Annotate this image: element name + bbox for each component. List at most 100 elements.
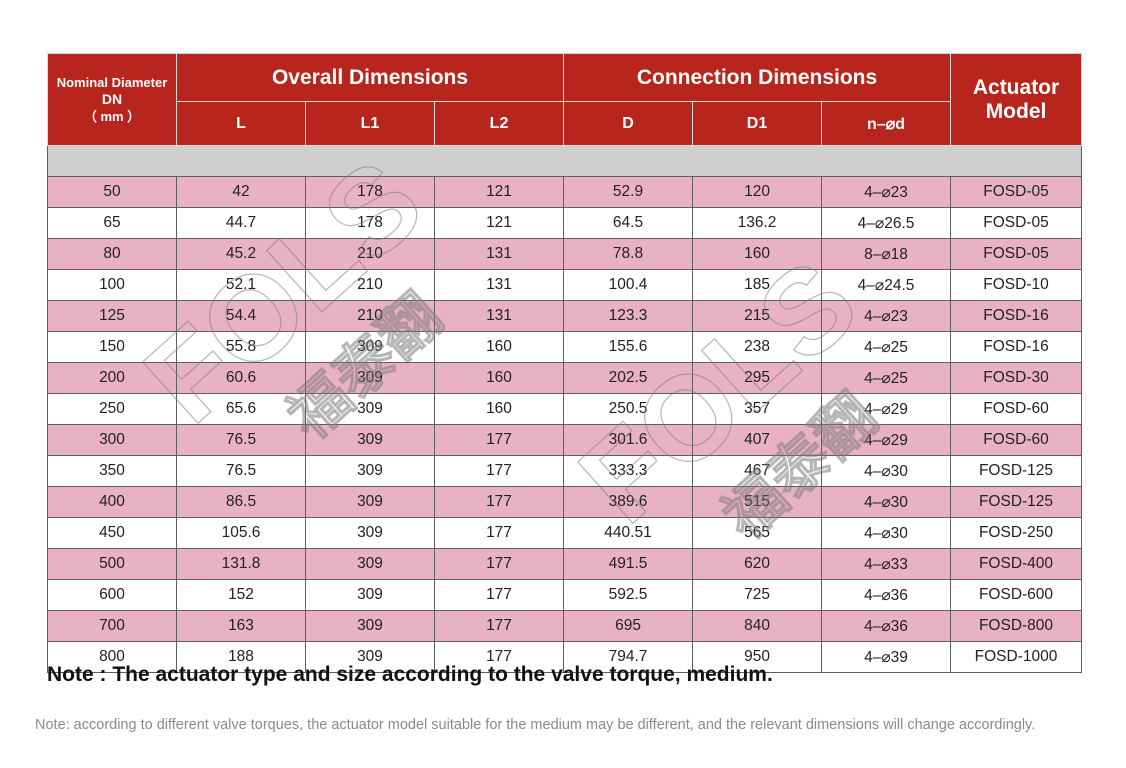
cell-d1: 407: [692, 424, 823, 456]
cell-d: 64.5: [563, 207, 694, 239]
table-row: 800 188 309 177 794.7 950 4–⌀39 FOSD-1000: [47, 641, 1083, 673]
cell-d: 202.5: [563, 362, 694, 394]
cell-l1: 309: [305, 486, 435, 518]
cell-n-d: 4–⌀24.5: [821, 269, 952, 301]
cell-dn: 500: [47, 548, 177, 580]
cell-dn: 700: [47, 610, 177, 642]
cell-l1: 309: [305, 424, 435, 456]
table-row: 65 44.7 178 121 64.5 136.2 4–⌀26.5 FOSD-05: [47, 207, 1083, 239]
actuator-model-header: Actuator Model: [950, 53, 1083, 146]
cell-d: 491.5: [563, 548, 694, 580]
cell-dn: 80: [47, 238, 177, 270]
cell-l1: 309: [305, 362, 435, 394]
cell-dn: 400: [47, 486, 177, 518]
cell-actuator-model: FOSD-30: [950, 362, 1083, 394]
cell-l1: 210: [305, 238, 435, 270]
cell-d: 794.7: [563, 641, 694, 673]
cell-actuator-model: FOSD-800: [950, 610, 1083, 642]
cell-l: 44.7: [176, 207, 306, 239]
table-row: 350 76.5 309 177 333.3 467 4–⌀30 FOSD-125: [47, 455, 1083, 487]
cell-l2: 177: [433, 548, 565, 580]
cell-n-d: 4–⌀30: [821, 517, 952, 549]
cell-l: 105.6: [176, 517, 306, 549]
cell-d1: 565: [692, 517, 823, 549]
col-header-l1: L1: [305, 101, 435, 146]
cell-actuator-model: FOSD-16: [950, 331, 1083, 363]
cell-dn: 150: [47, 331, 177, 363]
cell-d: 155.6: [563, 331, 694, 363]
cell-n-d: 4–⌀30: [821, 455, 952, 487]
col-header-l2: L2: [433, 101, 565, 146]
table-row: 300 76.5 309 177 301.6 407 4–⌀29 FOSD-60: [47, 424, 1083, 456]
cell-actuator-model: FOSD-05: [950, 238, 1083, 270]
cell-l2: 177: [433, 455, 565, 487]
cell-n-d: 4–⌀39: [821, 641, 952, 673]
cell-l2: 160: [433, 331, 565, 363]
col-header-d1: D1: [692, 101, 823, 146]
cell-l1: 309: [305, 610, 435, 642]
table-row: 400 86.5 309 177 389.6 515 4–⌀30 FOSD-125: [47, 486, 1083, 518]
cell-dn: 65: [47, 207, 177, 239]
cell-actuator-model: FOSD-10: [950, 269, 1083, 301]
col-header-d: D: [563, 101, 694, 146]
cell-dn: 100: [47, 269, 177, 301]
cell-n-d: 4–⌀26.5: [821, 207, 952, 239]
cell-l1: 178: [305, 176, 435, 208]
cell-d: 389.6: [563, 486, 694, 518]
cell-d1: 136.2: [692, 207, 823, 239]
cell-dn: 350: [47, 455, 177, 487]
cell-d1: 160: [692, 238, 823, 270]
cell-d: 440.51: [563, 517, 694, 549]
table-row: 125 54.4 210 131 123.3 215 4–⌀23 FOSD-16: [47, 300, 1083, 332]
cell-d1: 840: [692, 610, 823, 642]
cell-d1: 620: [692, 548, 823, 580]
cell-actuator-model: FOSD-60: [950, 393, 1083, 425]
cell-dn: 50: [47, 176, 177, 208]
cell-d: 52.9: [563, 176, 694, 208]
cell-dn: 125: [47, 300, 177, 332]
cell-d: 78.8: [563, 238, 694, 270]
footnote: Note: according to different valve torqu…: [35, 717, 1036, 733]
table-row: 600 152 309 177 592.5 725 4–⌀36 FOSD-600: [47, 579, 1083, 611]
cell-l2: 131: [433, 300, 565, 332]
cell-dn: 300: [47, 424, 177, 456]
table-row: 100 52.1 210 131 100.4 185 4–⌀24.5 FOSD-10: [47, 269, 1083, 301]
cell-d1: 120: [692, 176, 823, 208]
cell-d1: 238: [692, 331, 823, 363]
cell-d: 695: [563, 610, 694, 642]
cell-dn: 200: [47, 362, 177, 394]
dimension-table: Nominal Diameter DN （ mm ） Overall Dimen…: [46, 53, 1083, 673]
cell-l2: 121: [433, 176, 565, 208]
cell-d: 301.6: [563, 424, 694, 456]
cell-l: 45.2: [176, 238, 306, 270]
cell-d: 333.3: [563, 455, 694, 487]
cell-d: 592.5: [563, 579, 694, 611]
cell-l1: 309: [305, 579, 435, 611]
cell-l: 131.8: [176, 548, 306, 580]
cell-dn: 600: [47, 579, 177, 611]
cell-l: 42: [176, 176, 306, 208]
cell-l2: 131: [433, 238, 565, 270]
cell-n-d: 4–⌀25: [821, 362, 952, 394]
cell-l2: 160: [433, 393, 565, 425]
cell-d1: 357: [692, 393, 823, 425]
cell-d: 100.4: [563, 269, 694, 301]
cell-d1: 185: [692, 269, 823, 301]
cell-l: 86.5: [176, 486, 306, 518]
cell-d1: 467: [692, 455, 823, 487]
cell-actuator-model: FOSD-16: [950, 300, 1083, 332]
cell-n-d: 4–⌀30: [821, 486, 952, 518]
cell-l: 76.5: [176, 424, 306, 456]
cell-actuator-model: FOSD-125: [950, 455, 1083, 487]
cell-l2: 177: [433, 610, 565, 642]
cell-actuator-model: FOSD-600: [950, 579, 1083, 611]
cell-l1: 210: [305, 300, 435, 332]
cell-l1: 309: [305, 455, 435, 487]
cell-n-d: 4–⌀29: [821, 393, 952, 425]
cell-n-d: 4–⌀23: [821, 300, 952, 332]
cell-l: 54.4: [176, 300, 306, 332]
cell-d1: 215: [692, 300, 823, 332]
table-row: 250 65.6 309 160 250.5 357 4–⌀29 FOSD-60: [47, 393, 1083, 425]
cell-l2: 177: [433, 424, 565, 456]
table-row: 450 105.6 309 177 440.51 565 4–⌀30 FOSD-250: [47, 517, 1083, 549]
